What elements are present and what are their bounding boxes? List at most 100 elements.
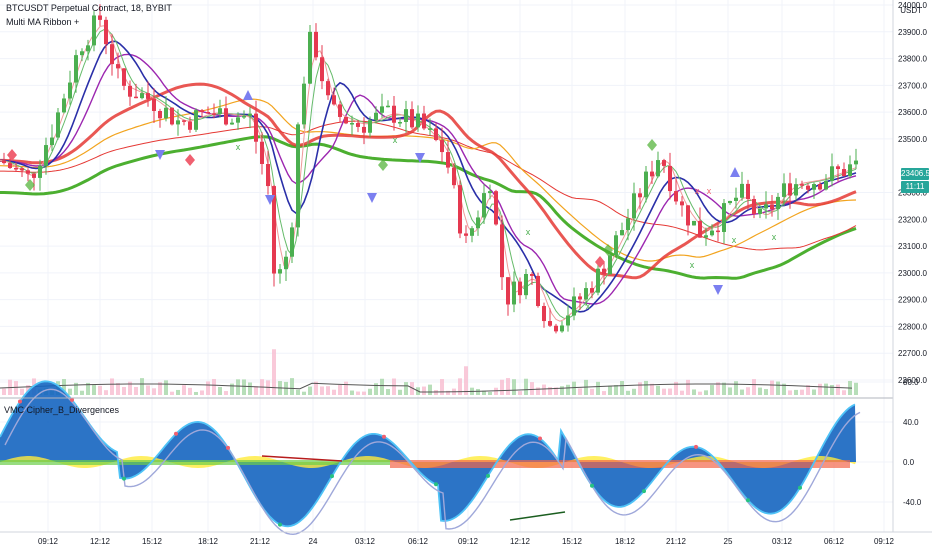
ma-ribbon-lines bbox=[0, 25, 857, 322]
oscillator-tick: 40.0 bbox=[903, 418, 919, 427]
volume-bar bbox=[494, 387, 498, 395]
candle bbox=[386, 105, 390, 108]
oscillator-tick: -40.0 bbox=[903, 498, 922, 507]
volume-bar bbox=[800, 389, 804, 395]
candle bbox=[578, 296, 582, 300]
volume-bar bbox=[170, 391, 174, 395]
sell-signal-marker bbox=[155, 150, 165, 160]
cross-marker: x bbox=[236, 142, 241, 152]
candle bbox=[368, 120, 372, 133]
candle bbox=[320, 57, 324, 82]
volume-bar bbox=[464, 366, 468, 395]
time-axis[interactable]: 09:12 12:12 15:12 18:12 21:12 24 03:12 06:12 09:… bbox=[38, 537, 895, 546]
volume-bar bbox=[776, 381, 780, 395]
oscillator-title[interactable]: VMC Cipher_B_Divergences bbox=[4, 405, 120, 415]
candle bbox=[542, 306, 546, 322]
candle bbox=[770, 204, 774, 210]
volume-bar bbox=[368, 388, 372, 395]
wave-area bbox=[0, 381, 856, 527]
volume-bar bbox=[488, 391, 492, 395]
candle bbox=[434, 128, 438, 141]
candle bbox=[392, 105, 396, 123]
candle bbox=[404, 109, 408, 123]
money-flow-area-negative bbox=[390, 460, 850, 468]
volume-bar bbox=[302, 391, 306, 395]
time-tick: 06:12 bbox=[824, 537, 845, 546]
volume-bar bbox=[392, 378, 396, 395]
price-tick: 23600.0 bbox=[898, 108, 927, 117]
candle bbox=[716, 230, 720, 233]
volume-bar bbox=[164, 380, 168, 395]
oscillator-axis[interactable]: 80.0 40.0 0.0 -40.0 bbox=[903, 378, 922, 507]
volume-bar bbox=[62, 379, 66, 395]
price-tick: 23100.0 bbox=[898, 242, 927, 251]
candle bbox=[416, 113, 420, 128]
volume-bar bbox=[620, 380, 624, 395]
candle bbox=[818, 184, 822, 190]
cross-marker: x bbox=[695, 186, 700, 196]
candle bbox=[260, 141, 264, 164]
candle bbox=[458, 185, 462, 234]
candle bbox=[272, 186, 276, 274]
volume-bar bbox=[68, 388, 72, 395]
time-tick: 24 bbox=[309, 537, 318, 546]
candle bbox=[758, 208, 762, 214]
symbol-title[interactable]: BTCUSDT Perpetual Contract, 18, BYBIT bbox=[6, 3, 172, 13]
candle bbox=[92, 15, 96, 46]
candle bbox=[266, 163, 270, 187]
volume-bar bbox=[344, 381, 348, 395]
volume-bar bbox=[314, 381, 318, 395]
candle bbox=[50, 137, 54, 146]
volume-bar bbox=[182, 385, 186, 395]
wave-cross-dot bbox=[122, 476, 126, 481]
price-axis[interactable]: 24000.0 23900.0 23800.0 23700.0 23600.0 23500… bbox=[898, 1, 927, 385]
candle bbox=[446, 152, 450, 168]
ma-ribbon-indicator-label[interactable]: Multi MA Ribbon + bbox=[6, 17, 80, 27]
volume-bar bbox=[410, 382, 414, 395]
volume-bar bbox=[524, 378, 528, 395]
volume-bar bbox=[194, 391, 198, 395]
candle bbox=[206, 112, 210, 114]
candle bbox=[626, 218, 630, 231]
volume-bar bbox=[578, 388, 582, 395]
candle bbox=[848, 164, 852, 176]
volume-bar bbox=[158, 382, 162, 395]
volume-bar bbox=[764, 389, 768, 395]
candle bbox=[704, 235, 708, 238]
volume-bar bbox=[128, 381, 132, 395]
volume-bar bbox=[434, 390, 438, 395]
candle bbox=[332, 95, 336, 105]
volume-bar bbox=[650, 383, 654, 395]
candle bbox=[224, 108, 228, 125]
volume-bar bbox=[710, 385, 714, 395]
cross-marker: x bbox=[772, 232, 777, 242]
volume-bar bbox=[662, 388, 666, 395]
wave-cross-dot bbox=[382, 434, 386, 439]
volume-bar bbox=[824, 383, 828, 395]
candle bbox=[632, 193, 636, 219]
volume-bar bbox=[122, 386, 126, 395]
candle bbox=[290, 227, 294, 257]
volume-bar bbox=[680, 390, 684, 395]
volume-bar bbox=[602, 391, 606, 395]
price-tick: 22800.0 bbox=[898, 322, 927, 331]
wave-cross-dot bbox=[798, 485, 802, 490]
candle bbox=[470, 228, 474, 236]
sell-signal-marker bbox=[265, 195, 275, 205]
volume-bar bbox=[554, 387, 558, 395]
candle bbox=[662, 160, 666, 166]
money-flow-area-positive bbox=[0, 460, 390, 465]
bullish-divergence-line bbox=[509, 511, 566, 521]
candle bbox=[494, 191, 498, 225]
countdown-tag: 11:11 bbox=[901, 181, 929, 193]
candle bbox=[356, 123, 360, 127]
ma-line-slow bbox=[0, 135, 857, 280]
candle bbox=[596, 268, 600, 293]
volume-bar bbox=[188, 387, 192, 395]
price-candles bbox=[2, 4, 858, 334]
volume-bar bbox=[176, 389, 180, 395]
volume-bar bbox=[614, 385, 618, 395]
candle bbox=[362, 126, 366, 133]
